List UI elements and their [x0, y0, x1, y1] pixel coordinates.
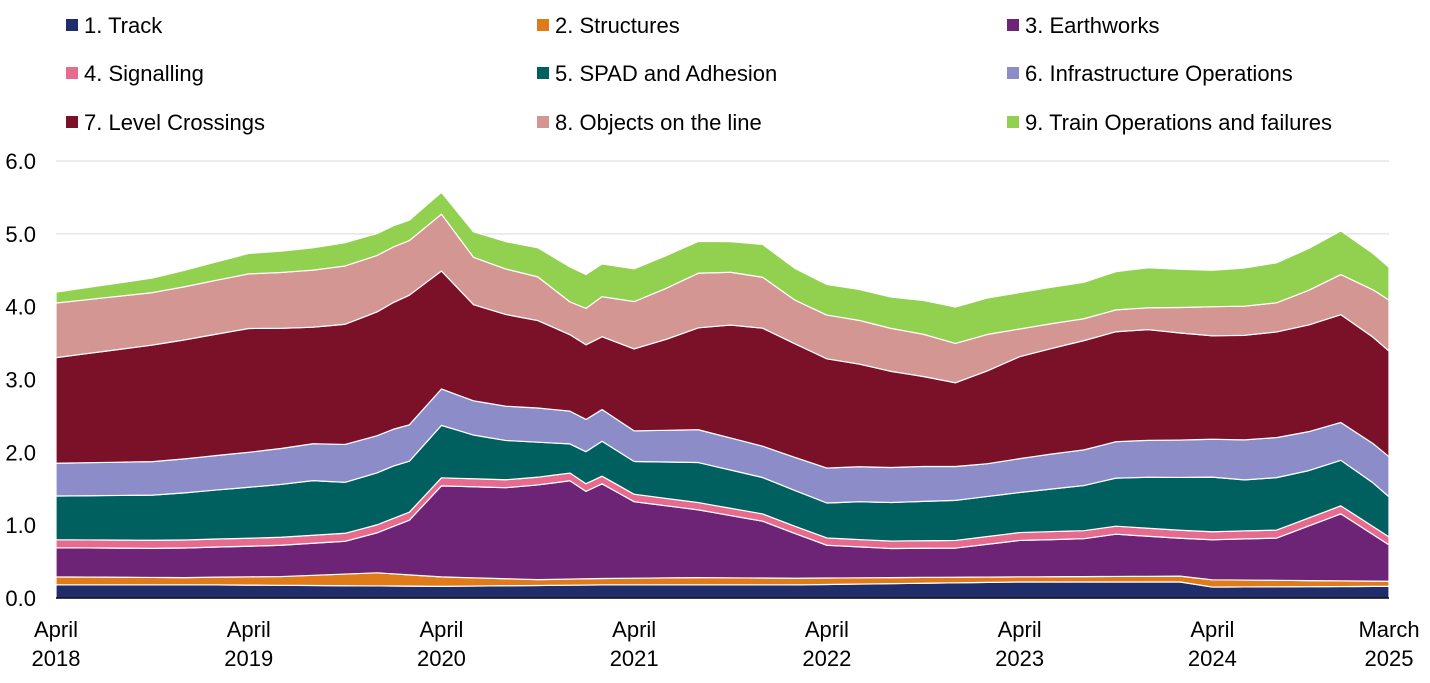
legend-label: 3. Earthworks	[1025, 13, 1160, 38]
legend-label: 4. Signalling	[84, 61, 204, 86]
legend-swatch	[66, 67, 78, 79]
x-tick-label-year: 2019	[224, 646, 273, 671]
legend-label: 7. Level Crossings	[84, 110, 265, 135]
x-tick-label-year: 2024	[1188, 646, 1237, 671]
legend-swatch	[537, 19, 549, 31]
x-tick-label-year: 2018	[32, 646, 81, 671]
series-areas	[55, 191, 1390, 599]
legend-swatch	[66, 116, 78, 128]
x-tick-label-year: 2023	[995, 646, 1044, 671]
legend-swatch	[66, 19, 78, 31]
legend: 1. Track 2. Structures 3. Earthworks 4. Sig…	[66, 13, 1332, 135]
legend-label: 1. Track	[84, 13, 163, 38]
y-axis-tick-labels: 0.0 1.0 2.0 3.0 4.0 5.0 6.0	[5, 149, 36, 611]
legend-swatch	[1007, 67, 1019, 79]
legend-swatch	[1007, 116, 1019, 128]
x-tick-label-year: 2022	[802, 646, 851, 671]
legend-label: 6. Infrastructure Operations	[1025, 61, 1293, 86]
y-tick-label: 0.0	[5, 586, 36, 611]
x-tick-label-month: April	[998, 617, 1042, 642]
y-tick-label: 2.0	[5, 440, 36, 465]
x-tick-label-month: March	[1358, 617, 1419, 642]
area-series-9	[55, 191, 1390, 345]
y-tick-label: 4.0	[5, 295, 36, 320]
x-tick-label-month: April	[419, 617, 463, 642]
x-axis-tick-labels: April 2018 April 2019 April 2020 April 2021 Apri…	[32, 617, 1420, 671]
y-tick-label: 1.0	[5, 513, 36, 538]
y-tick-label: 3.0	[5, 368, 36, 393]
x-tick-label-year: 2021	[610, 646, 659, 671]
y-tick-label: 6.0	[5, 149, 36, 174]
legend-label: 8. Objects on the line	[555, 110, 762, 135]
x-tick-label-month: April	[34, 617, 78, 642]
legend-label: 9. Train Operations and failures	[1025, 110, 1332, 135]
y-tick-label: 5.0	[5, 222, 36, 247]
legend-swatch	[537, 116, 549, 128]
x-tick-label-month: April	[805, 617, 849, 642]
x-tick-label-year: 2020	[417, 646, 466, 671]
legend-label: 5. SPAD and Adhesion	[555, 61, 777, 86]
legend-swatch	[537, 67, 549, 79]
x-tick-label-month: April	[1190, 617, 1234, 642]
x-tick-label-month: April	[227, 617, 271, 642]
x-tick-label-month: April	[612, 617, 656, 642]
legend-label: 2. Structures	[555, 13, 680, 38]
legend-swatch	[1007, 19, 1019, 31]
x-tick-label-year: 2025	[1365, 646, 1414, 671]
